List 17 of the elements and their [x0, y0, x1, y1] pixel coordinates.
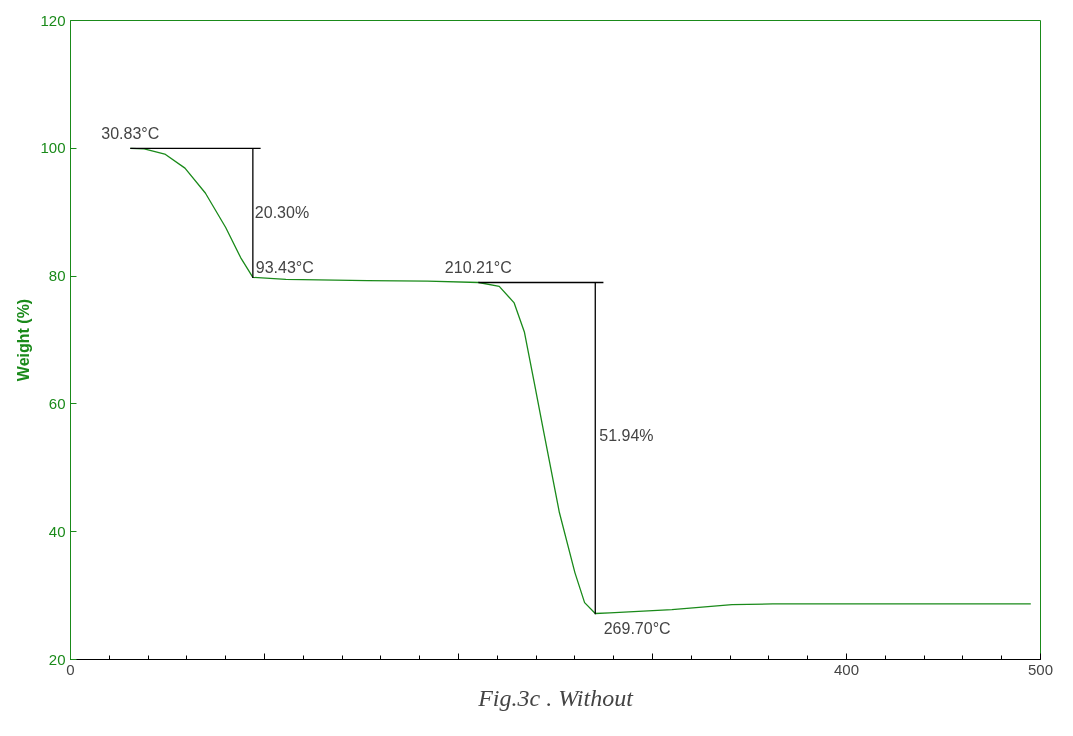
annotation: 269.70°C — [603, 620, 671, 638]
y-tick-label: 120 — [40, 11, 66, 29]
y-tick-label: 80 — [48, 267, 66, 285]
x-tick-label: 400 — [833, 660, 860, 678]
caption: Fig.3c . Without — [477, 684, 635, 711]
x-tick-label: 0 — [66, 660, 75, 678]
y-axis-title: Weight (%) — [15, 298, 33, 382]
annotation: 30.83°C — [101, 125, 160, 143]
annotation: 51.94% — [599, 427, 654, 445]
x-tick-label: 500 — [1027, 660, 1054, 678]
y-tick-label: 60 — [48, 394, 66, 412]
y-tick-label: 100 — [40, 139, 66, 157]
annotation: 20.30% — [254, 203, 310, 221]
annotation: 210.21°C — [444, 259, 512, 277]
annotation: 93.43°C — [255, 259, 314, 277]
y-tick-label: 40 — [48, 522, 66, 540]
y-tick-label: 20 — [48, 650, 66, 668]
